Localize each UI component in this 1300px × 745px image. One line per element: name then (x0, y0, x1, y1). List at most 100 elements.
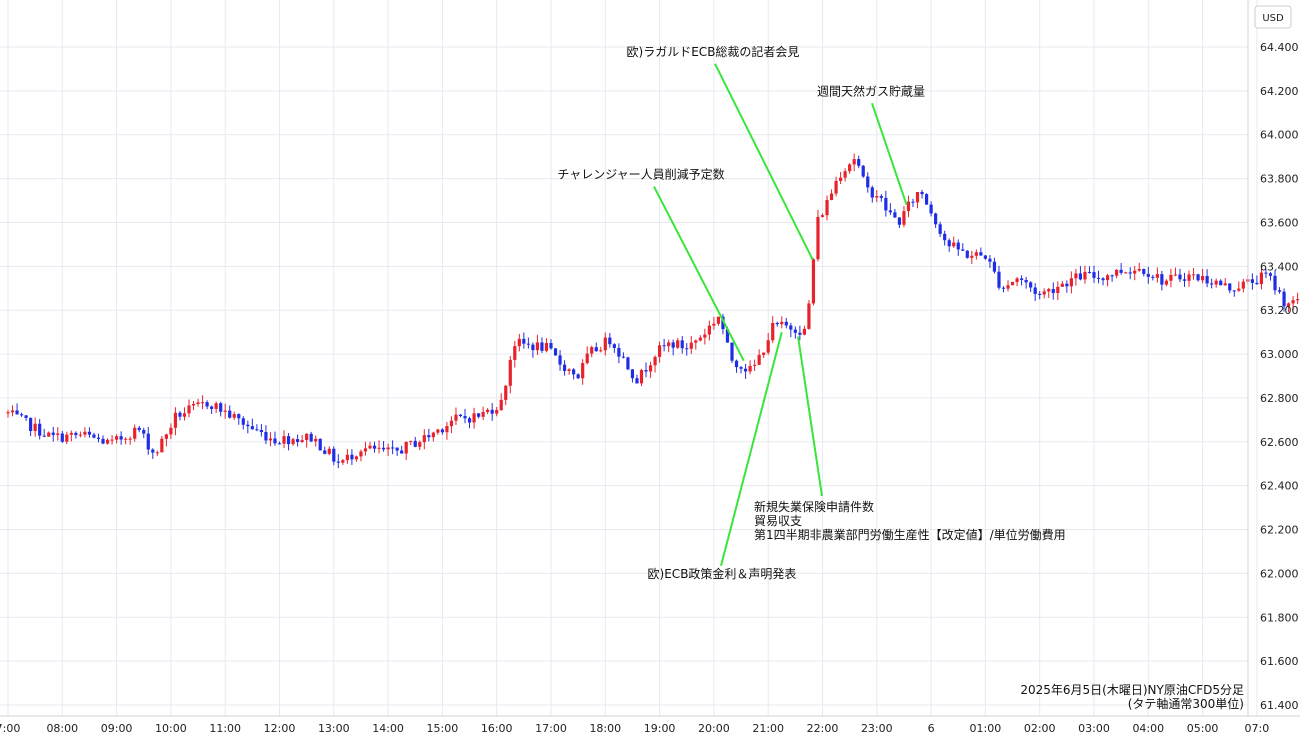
candle-body (1155, 274, 1159, 278)
candle-body (807, 303, 811, 329)
candle (1151, 274, 1155, 281)
y-tick-label: 63.000 (1260, 348, 1299, 361)
candle-body (861, 165, 865, 177)
candle (422, 429, 426, 450)
y-tick-label: 61.400 (1260, 699, 1299, 712)
candle-body (1201, 276, 1205, 281)
candle-body (825, 200, 829, 216)
candle (327, 446, 331, 456)
candle-body (1151, 276, 1155, 278)
candle-body (259, 429, 263, 433)
candle (974, 249, 978, 260)
x-tick-label: 02:00 (1024, 722, 1056, 735)
candle-body (1115, 269, 1119, 276)
candle (1268, 271, 1273, 281)
candle (1110, 274, 1114, 282)
candle (839, 172, 843, 185)
candle-body (1087, 271, 1092, 273)
candle-body (1047, 289, 1051, 292)
y-tick-label: 63.200 (1260, 304, 1299, 317)
candle (653, 355, 657, 373)
candle-body (698, 337, 702, 341)
candle-body (1078, 273, 1083, 280)
candle (734, 359, 739, 373)
currency-badge-box (1254, 5, 1292, 29)
x-tick-label: 22:00 (807, 722, 839, 735)
candle (1164, 279, 1168, 287)
candle-body (820, 215, 825, 217)
candle (323, 446, 327, 455)
candle-body (730, 342, 734, 361)
candle-body (1228, 283, 1232, 291)
candle (576, 373, 580, 380)
candle (309, 431, 313, 443)
candle-body (811, 259, 816, 304)
candle-body (544, 343, 549, 351)
candle-body (540, 342, 544, 351)
x-tick-label: 19:00 (644, 722, 676, 735)
candle-body (182, 413, 187, 417)
candle (65, 431, 69, 445)
candle (585, 346, 589, 365)
candle-body (956, 242, 960, 250)
candle (395, 447, 399, 456)
candle-body (1291, 300, 1295, 304)
candle-body (69, 432, 73, 435)
candle (286, 433, 291, 451)
candle-body (178, 412, 182, 417)
candle (472, 407, 476, 429)
candle-body (47, 432, 51, 437)
annotation-block-line: 貿易収支 (754, 514, 802, 528)
candle (906, 195, 911, 218)
candle (807, 300, 811, 330)
y-tick-label: 62.000 (1260, 567, 1299, 580)
candle (142, 427, 146, 439)
candle (553, 348, 558, 356)
annotation-label: 欧)ECB政策金利＆声明発表 (648, 566, 797, 581)
candle-body (1250, 279, 1254, 283)
candle-body (472, 413, 476, 423)
candle (305, 433, 309, 448)
candle (87, 427, 92, 438)
candle (635, 374, 639, 384)
candle (1178, 268, 1182, 283)
candle (1205, 269, 1209, 288)
candle-body (210, 406, 214, 409)
candle (1083, 265, 1087, 284)
candle (210, 405, 214, 414)
candle (6, 409, 10, 418)
candle-body (924, 194, 929, 205)
annotation-label: 欧)ラガルドECB総裁の記者会見 (627, 44, 800, 59)
candle (780, 316, 784, 329)
candle (368, 441, 372, 450)
candle (332, 446, 336, 466)
candle-body (368, 445, 372, 449)
candle (124, 437, 128, 445)
candle-body (164, 434, 168, 439)
candle-body (1282, 291, 1286, 307)
candle-body (427, 435, 431, 438)
candle-body (1083, 271, 1087, 280)
candle (42, 428, 46, 438)
candle-body (1273, 275, 1277, 291)
y-tick-label: 62.200 (1260, 524, 1299, 537)
candle (241, 416, 245, 430)
candle-body (1119, 269, 1123, 273)
candle-body (42, 435, 46, 437)
candle-body (318, 438, 322, 451)
candle (1142, 268, 1146, 277)
candle-body (205, 402, 209, 407)
candle (1273, 270, 1277, 295)
chart-subtitle: (タテ軸通常300単位) (1128, 696, 1244, 711)
candle (1210, 278, 1214, 289)
candle (200, 395, 205, 410)
candle (19, 412, 24, 417)
candle-body (1182, 279, 1187, 281)
candle (816, 209, 820, 262)
candle-body (934, 213, 938, 225)
x-tick-label: 01:00 (970, 722, 1002, 735)
candle-body (1137, 269, 1141, 271)
candle-body (630, 369, 635, 379)
currency-badge[interactable]: USD (1254, 5, 1292, 29)
candle (1191, 267, 1196, 280)
